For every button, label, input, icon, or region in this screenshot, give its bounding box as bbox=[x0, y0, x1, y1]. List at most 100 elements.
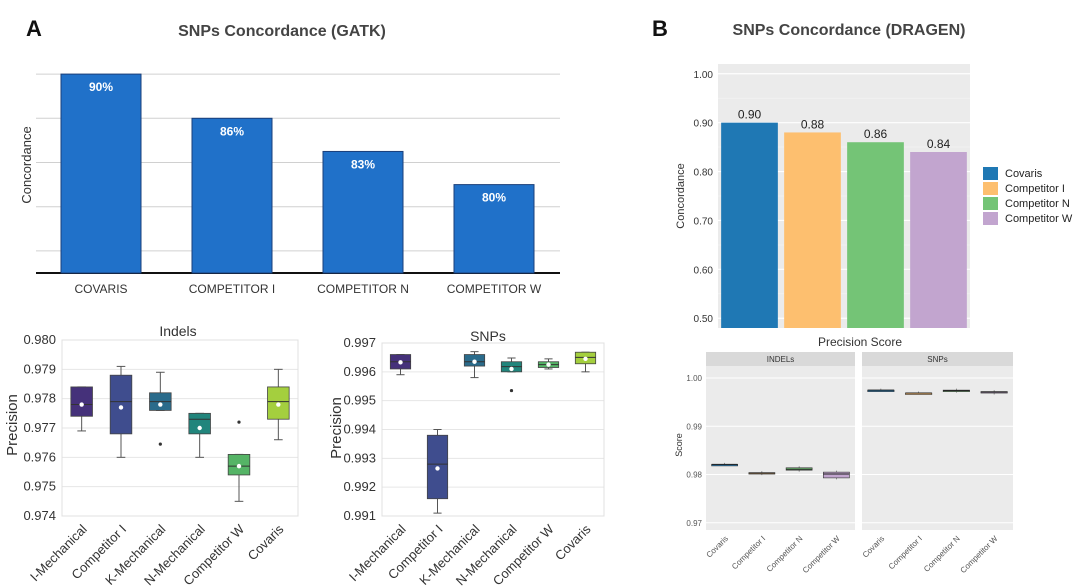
precision-x-tick-label: Covaris bbox=[861, 534, 887, 560]
gatk-x-tick-label: COMPETITOR I bbox=[189, 282, 275, 296]
dragen-y-tick-label: 0.60 bbox=[694, 265, 714, 276]
indels-y-tick-label: 0.979 bbox=[23, 361, 56, 376]
indels-mean-marker bbox=[236, 463, 242, 469]
dragen-legend-swatch bbox=[983, 167, 998, 180]
indels-y-tick-label: 0.977 bbox=[23, 420, 56, 435]
dragen-concordance-chart: SNPs Concordance (DRAGEN) Concordance 0.… bbox=[675, 22, 1073, 329]
indels-mean-marker bbox=[276, 402, 281, 407]
precision-x-tick-label: Competitor W bbox=[959, 534, 1000, 575]
gatk-bar bbox=[453, 184, 535, 274]
precision-y-axis-title: Score bbox=[674, 433, 684, 457]
gatk-bar-value-label: 83% bbox=[351, 157, 375, 171]
precision-x-tick-label: Competitor I bbox=[730, 534, 767, 571]
dragen-bar bbox=[910, 152, 967, 328]
precision-x-tick-label: Competitor N bbox=[765, 534, 805, 574]
precision-y-tick-label: 0.98 bbox=[686, 471, 702, 480]
snps-y-tick-label: 0.992 bbox=[343, 479, 376, 494]
snps-y-tick-label: 0.994 bbox=[343, 422, 376, 437]
precision-x-tick-label: Competitor N bbox=[922, 534, 962, 574]
precision-y-tick-label: 1.00 bbox=[686, 374, 702, 383]
snps-mean-marker bbox=[435, 466, 440, 471]
dragen-legend-label: Covaris bbox=[1005, 168, 1043, 180]
indels-outlier-point bbox=[237, 420, 241, 424]
snps-chart-title: SNPs bbox=[470, 328, 506, 344]
precision-facet-strip bbox=[706, 352, 855, 366]
indels-plot-frame bbox=[61, 339, 299, 517]
snps-x-tick-label: Covaris bbox=[552, 521, 594, 563]
precision-x-tick-label: Competitor I bbox=[887, 534, 924, 571]
precision-chart-title: Precision Score bbox=[818, 335, 902, 349]
indels-mean-marker bbox=[197, 425, 202, 431]
precision-x-tick-label: Competitor W bbox=[801, 534, 842, 575]
gatk-concordance-chart: SNPs Concordance (GATK) Concordance 90% C… bbox=[19, 23, 560, 296]
gatk-bar bbox=[60, 73, 142, 274]
indels-box bbox=[188, 412, 211, 435]
snps-outlier-point bbox=[509, 388, 514, 393]
dragen-bar bbox=[847, 142, 904, 328]
gatk-chart-title: SNPs Concordance (GATK) bbox=[178, 23, 386, 40]
panel-label-b: B bbox=[652, 16, 668, 41]
gatk-x-tick-label: COVARIS bbox=[74, 282, 127, 296]
dragen-bar-value-label: 0.86 bbox=[864, 127, 888, 141]
snps-y-tick-label: 0.997 bbox=[343, 335, 376, 350]
precision-facet-strip bbox=[862, 352, 1013, 366]
indels-chart-title: Indels bbox=[159, 323, 196, 339]
dragen-legend-swatch bbox=[983, 212, 998, 225]
dragen-bar-value-label: 0.84 bbox=[927, 137, 951, 151]
indels-y-tick-label: 0.974 bbox=[23, 508, 56, 523]
indels-x-tick-label: Covaris bbox=[245, 521, 287, 563]
dragen-legend-label: Competitor I bbox=[1005, 183, 1065, 195]
indels-mean-marker bbox=[158, 402, 163, 407]
gatk-bar-value-label: 80% bbox=[482, 191, 506, 205]
indels-y-tick-label: 0.976 bbox=[23, 449, 56, 464]
dragen-legend-label: Competitor N bbox=[1005, 198, 1070, 210]
indels-box bbox=[109, 374, 133, 435]
indels-y-tick-label: 0.978 bbox=[23, 391, 56, 406]
gatk-x-tick-label: COMPETITOR W bbox=[447, 282, 542, 296]
snps-mean-marker bbox=[398, 360, 403, 365]
snps-mean-marker bbox=[509, 366, 514, 372]
dragen-legend-label: Competitor W bbox=[1005, 213, 1073, 225]
dragen-y-axis-title: Concordance bbox=[675, 163, 687, 228]
indels-mean-marker bbox=[79, 402, 84, 407]
gatk-bar-value-label: 90% bbox=[89, 80, 113, 94]
snps-y-tick-label: 0.996 bbox=[343, 364, 376, 379]
snps-boxplot-chart: SNPs Precision 0.991 0.992 0.993 0.994 0.995… bbox=[328, 328, 605, 588]
dragen-legend-swatch bbox=[983, 182, 998, 195]
gatk-y-axis-title: Concordance bbox=[19, 126, 34, 203]
snps-mean-marker bbox=[583, 356, 588, 362]
dragen-y-tick-label: 0.90 bbox=[694, 119, 714, 130]
snps-y-tick-label: 0.995 bbox=[343, 393, 376, 408]
snps-plot-frame bbox=[381, 342, 605, 517]
indels-boxplot-chart: Indels Precision 0.974 0.975 0.976 0.977 0.9… bbox=[4, 323, 299, 588]
dragen-bar-value-label: 0.90 bbox=[738, 108, 762, 122]
gatk-bar-value-label: 86% bbox=[220, 124, 244, 138]
precision-y-tick-label: 0.97 bbox=[686, 519, 702, 528]
indels-box bbox=[70, 386, 93, 417]
gatk-bar bbox=[322, 150, 404, 274]
snps-y-axis-title: Precision bbox=[328, 397, 345, 459]
dragen-bar-value-label: 0.88 bbox=[801, 117, 825, 131]
precision-facet-label: SNPs bbox=[927, 355, 947, 364]
dragen-legend-swatch bbox=[983, 197, 998, 210]
dragen-chart-title: SNPs Concordance (DRAGEN) bbox=[733, 22, 966, 39]
snps-y-tick-label: 0.991 bbox=[343, 508, 376, 523]
dragen-y-tick-label: 0.50 bbox=[694, 314, 714, 325]
precision-box bbox=[823, 471, 850, 479]
precision-y-tick-label: 0.99 bbox=[686, 422, 702, 431]
gatk-x-tick-label: COMPETITOR N bbox=[317, 282, 409, 296]
indels-y-axis-title: Precision bbox=[4, 394, 21, 456]
precision-plot-background bbox=[706, 366, 855, 530]
snps-y-tick-label: 0.993 bbox=[343, 450, 376, 465]
precision-score-chart: Precision Score Score INDELs 0.97 0.98 0.99… bbox=[674, 335, 1013, 575]
precision-facet-label: INDELs bbox=[767, 355, 795, 364]
indels-y-tick-label: 0.975 bbox=[23, 479, 56, 494]
indels-y-tick-label: 0.980 bbox=[23, 332, 56, 347]
indels-mean-marker bbox=[118, 405, 124, 410]
dragen-y-tick-label: 0.80 bbox=[694, 168, 714, 179]
dragen-y-tick-label: 1.00 bbox=[694, 70, 714, 81]
dragen-bar bbox=[784, 132, 841, 328]
dragen-y-tick-label: 0.70 bbox=[694, 216, 714, 227]
precision-x-tick-label: Covaris bbox=[704, 534, 730, 560]
